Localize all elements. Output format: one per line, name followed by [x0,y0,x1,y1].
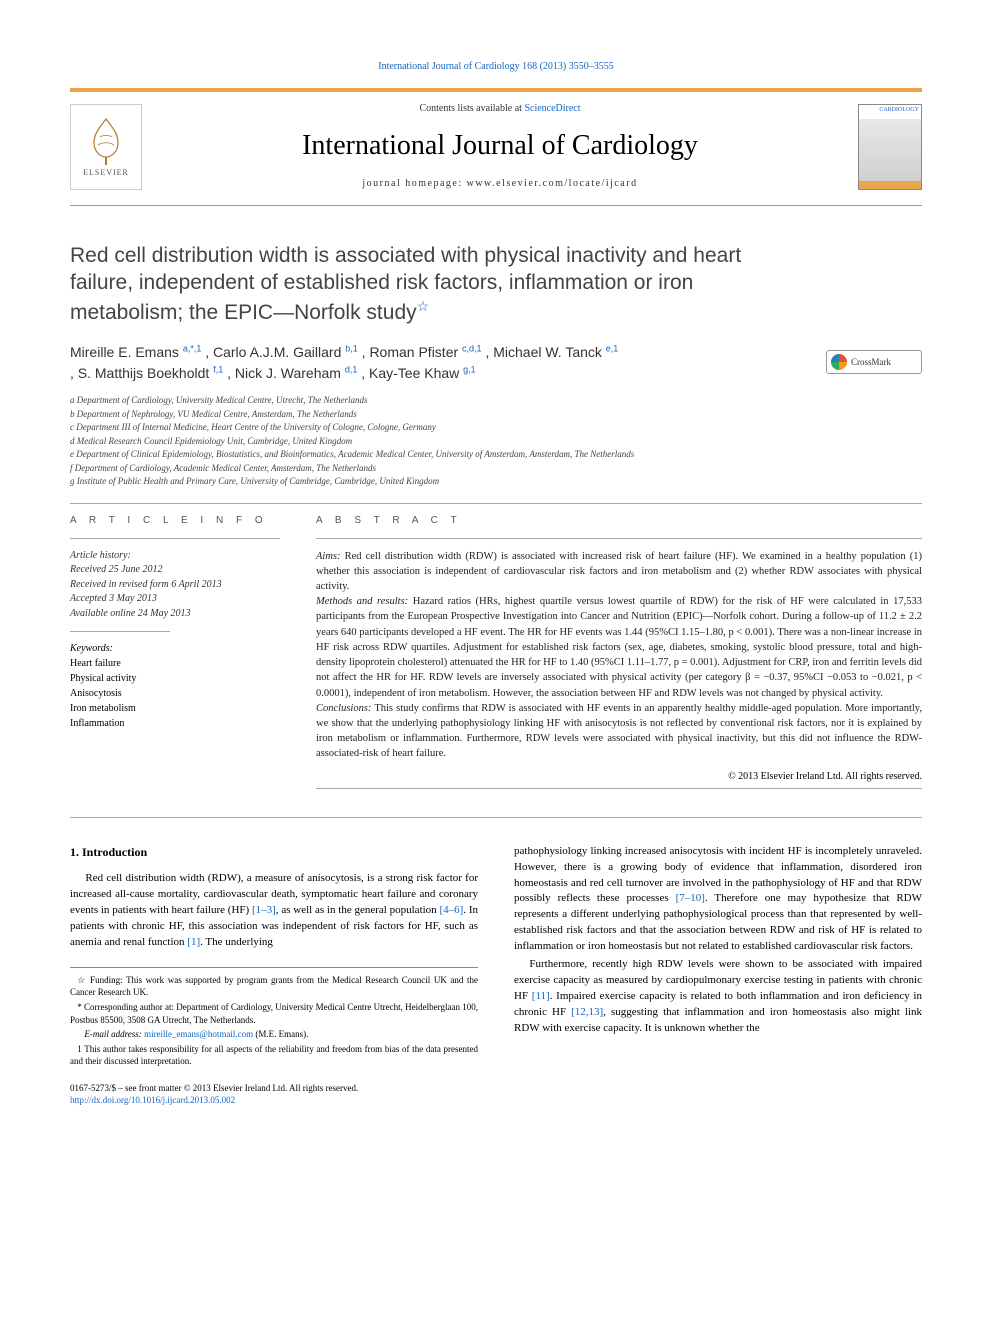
affiliation-b: b Department of Nephrology, VU Medical C… [70,408,922,422]
doi-link[interactable]: http://dx.doi.org/10.1016/j.ijcard.2013.… [70,1095,235,1105]
abstract-column: A B S T R A C T Aims: Red cell distribut… [316,514,922,799]
intro-heading: 1. Introduction [70,844,478,861]
footnotes: ☆ Funding: This work was supported by pr… [70,967,478,1068]
author-note-1: 1 This author takes responsibility for a… [70,1043,478,1068]
contents-prefix: Contents lists available at [419,103,524,114]
footer-left: 0167-5273/$ – see front matter © 2013 El… [70,1082,358,1107]
keyword: Anisocytosis [70,686,280,701]
funding-footnote: ☆ Funding: This work was supported by pr… [70,974,478,999]
crossmark-icon [831,354,847,370]
body-column-right: pathophysiology linking increased anisoc… [514,844,922,1107]
email-label: E-mail address: [84,1029,144,1039]
elsevier-logo: ELSEVIER [70,104,142,190]
affiliation-g: g Institute of Public Health and Primary… [70,475,922,489]
history-label: Article history: [70,549,280,564]
contents-line: Contents lists available at ScienceDirec… [142,102,858,116]
front-matter-line: 0167-5273/$ – see front matter © 2013 El… [70,1082,358,1095]
affiliations: a Department of Cardiology, University M… [70,394,922,489]
journal-header: ELSEVIER Contents lists available at Sci… [70,88,922,206]
citation-link[interactable]: [4–6] [439,904,463,916]
conclusions-label: Conclusions: [316,703,371,714]
elsevier-tree-icon [86,115,126,165]
body-column-left: 1. Introduction Red cell distribution wi… [70,844,478,1107]
received-date: Received 25 June 2012 [70,563,280,578]
cover-label: CARDIOLOGY [859,105,921,119]
journal-title: International Journal of Cardiology [142,126,858,165]
citation-link[interactable]: [1] [187,936,200,948]
citation-link[interactable]: [12,13] [571,1006,603,1018]
abstract-body: Aims: Red cell distribution width (RDW) … [316,549,922,762]
abstract-copyright: © 2013 Elsevier Ireland Ltd. All rights … [316,770,922,784]
citation-link[interactable]: [11] [532,990,550,1002]
methods-label: Methods and results: [316,596,408,607]
journal-cover-thumb: CARDIOLOGY [858,104,922,190]
homepage-url[interactable]: www.elsevier.com/locate/ijcard [467,178,638,189]
abstract-heading: A B S T R A C T [316,514,922,528]
keyword: Inflammation [70,716,280,731]
accepted-date: Accepted 3 May 2013 [70,592,280,607]
affiliation-d: d Medical Research Council Epidemiology … [70,435,922,449]
article-title: Red cell distribution width is associate… [70,242,800,326]
affiliation-f: f Department of Cardiology, Academic Med… [70,462,922,476]
affiliation-c: c Department III of Internal Medicine, H… [70,421,922,435]
corresponding-footnote: * Corresponding author at: Department of… [70,1001,478,1026]
keyword: Iron metabolism [70,701,280,716]
email-link[interactable]: mireille_emans@hotmail.com [144,1029,253,1039]
online-date: Available online 24 May 2013 [70,607,280,622]
issue-reference[interactable]: International Journal of Cardiology 168 … [70,60,922,74]
crossmark-label: CrossMark [851,356,891,369]
elsevier-wordmark: ELSEVIER [83,167,129,178]
sciencedirect-link[interactable]: ScienceDirect [524,103,580,114]
keyword: Physical activity [70,671,280,686]
citation-link[interactable]: [7–10] [676,892,705,904]
keyword: Heart failure [70,656,280,671]
revised-date: Received in revised form 6 April 2013 [70,578,280,593]
article-info-column: A R T I C L E I N F O Article history: R… [70,514,280,799]
author-list: Mireille E. Emans a,*,1 , Carlo A.J.M. G… [70,342,922,384]
keywords-label: Keywords: [70,642,280,656]
crossmark-badge[interactable]: CrossMark [826,350,922,374]
article-info-heading: A R T I C L E I N F O [70,514,280,528]
affiliation-e: e Department of Clinical Epidemiology, B… [70,448,922,462]
keywords-list: Heart failure Physical activity Anisocyt… [70,656,280,731]
affiliation-a: a Department of Cardiology, University M… [70,394,922,408]
journal-homepage: journal homepage: www.elsevier.com/locat… [142,177,858,191]
aims-label: Aims: [316,551,341,562]
citation-link[interactable]: [1–3] [252,904,276,916]
title-footnote-star: ☆ [417,298,430,314]
